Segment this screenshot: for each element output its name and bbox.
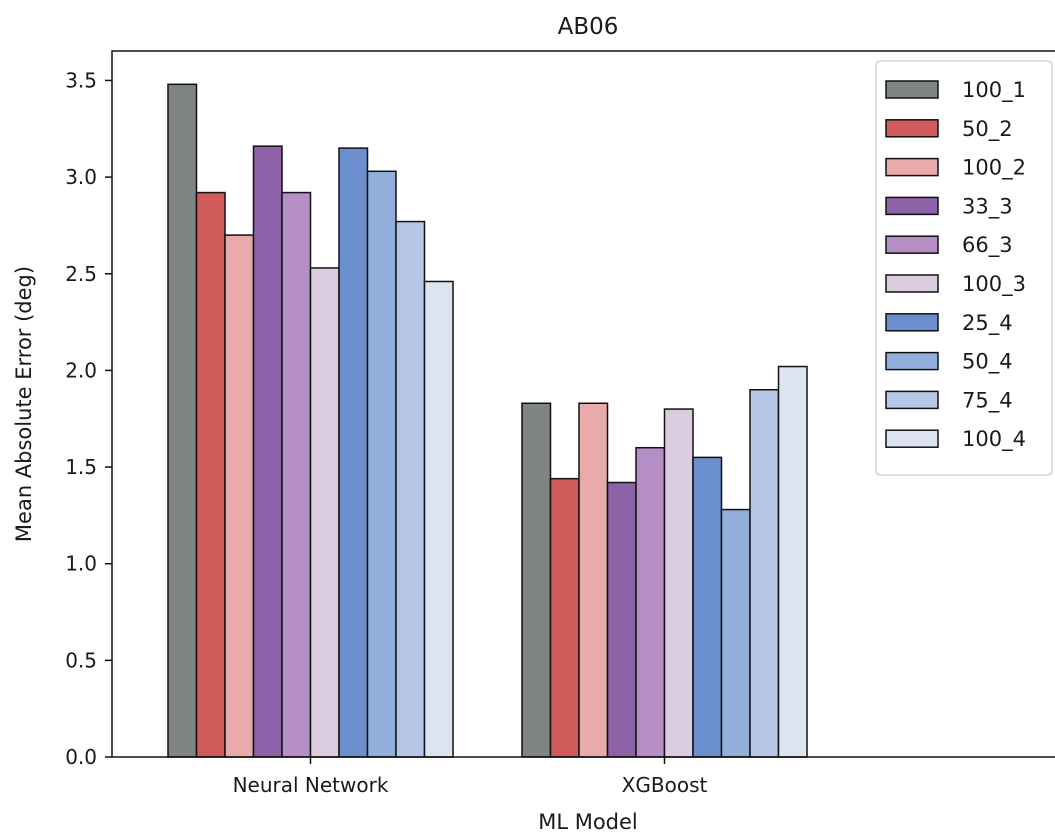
legend-item-25_4: 25_4	[885, 311, 1013, 336]
y-tick-label: 3.5	[65, 68, 97, 92]
legend-label: 100_4	[962, 427, 1026, 452]
legend-swatch	[885, 429, 939, 448]
y-tick-label: 2.5	[65, 262, 97, 286]
bar-50_2-xgboost	[549, 477, 580, 758]
bar-100_3-xgboost	[663, 408, 694, 758]
legend-swatch	[885, 80, 939, 99]
x-axis-label: ML Model	[538, 810, 638, 833]
plot-frame	[111, 50, 1055, 758]
bar-100_1-neural-network	[167, 83, 198, 758]
bar-50_4-xgboost	[720, 508, 751, 758]
bar-100_1-xgboost	[521, 402, 552, 758]
legend-label: 25_4	[962, 311, 1013, 336]
x-tick-label: XGBoost	[622, 773, 708, 797]
y-tick-label: 1.5	[65, 455, 97, 479]
bar-25_4-xgboost	[692, 456, 723, 758]
legend-label: 50_2	[962, 117, 1013, 142]
bar-33_3-xgboost	[606, 481, 637, 758]
legend-item-100_2: 100_2	[885, 156, 1026, 181]
y-axis: 0.0 0.5 1.0 1.5 2.0 2.5 3.0 3.5	[65, 68, 112, 769]
legend-item-50_4: 50_4	[885, 350, 1013, 375]
legend-item-66_3: 66_3	[885, 233, 1013, 258]
y-tick-label: 0.5	[65, 648, 97, 672]
legend-label: 66_3	[962, 233, 1013, 258]
bars-group	[167, 83, 808, 758]
legend-label: 100_3	[962, 272, 1026, 297]
bar-100_4-xgboost	[777, 365, 808, 758]
chart-title: AB06	[558, 14, 619, 40]
y-axis-label: Mean Absolute Error (deg)	[12, 266, 36, 542]
legend-item-33_3: 33_3	[885, 194, 1013, 219]
bar-75_4-xgboost	[749, 388, 780, 758]
legend-swatch	[885, 274, 939, 293]
bar-100_4-neural-network	[423, 280, 454, 758]
bar-50_2-neural-network	[195, 191, 226, 758]
legend-swatch	[885, 351, 939, 371]
y-tick-label: 3.0	[65, 165, 97, 189]
legend-item-100_4: 100_4	[885, 427, 1026, 452]
legend-label: 33_3	[962, 194, 1013, 219]
bar-100_3-neural-network	[309, 267, 340, 758]
bar-50_4-neural-network	[366, 170, 397, 758]
x-axis: Neural Network XGBoost	[233, 757, 708, 797]
legend-item-100_1: 100_1	[885, 78, 1026, 103]
bar-33_3-neural-network	[252, 145, 283, 758]
bar-100_2-xgboost	[578, 402, 609, 758]
bar-25_4-neural-network	[338, 147, 369, 758]
y-tick-label: 2.0	[65, 358, 97, 382]
legend-swatch	[885, 196, 939, 216]
legend-item-50_2: 50_2	[885, 117, 1013, 142]
bar-75_4-neural-network	[395, 220, 426, 758]
bar-66_3-neural-network	[281, 191, 312, 758]
legend-swatch	[885, 235, 939, 254]
legend-swatch	[885, 390, 939, 410]
legend: 100_1 50_2 100_2 33_3 66_3 100_3 25_4 50_4 75_4 1…	[875, 60, 1053, 476]
legend-swatch	[885, 313, 939, 332]
bar-66_3-xgboost	[635, 446, 666, 758]
bar-100_2-neural-network	[224, 234, 255, 758]
legend-item-100_3: 100_3	[885, 272, 1026, 297]
legend-label: 75_4	[962, 388, 1013, 413]
legend-label: 100_1	[962, 78, 1026, 103]
legend-item-75_4: 75_4	[885, 388, 1013, 413]
legend-label: 50_4	[962, 350, 1013, 375]
legend-label: 100_2	[962, 156, 1026, 181]
legend-swatch	[885, 119, 939, 138]
legend-swatch	[885, 157, 939, 177]
y-tick-label: 0.0	[65, 745, 97, 769]
y-tick-label: 1.0	[65, 552, 97, 576]
x-tick-label: Neural Network	[233, 773, 389, 797]
